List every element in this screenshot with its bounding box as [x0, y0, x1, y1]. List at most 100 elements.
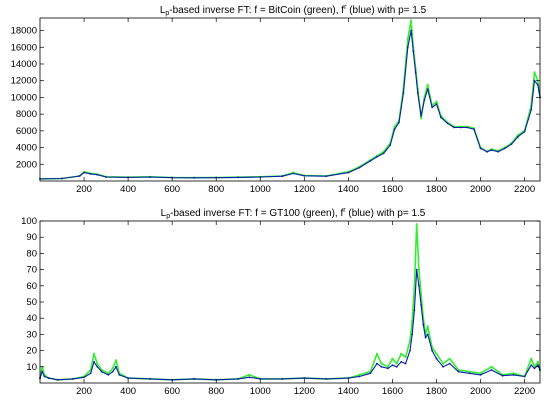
y-tick-label-gt100: 100	[21, 216, 37, 227]
series-point-green-gt100	[530, 357, 533, 360]
series-point-blue-bitcoin	[406, 46, 409, 49]
series-point-blue-gt100	[43, 375, 46, 378]
series-point-blue-gt100	[420, 304, 422, 307]
series-point-blue-gt100	[118, 374, 121, 376]
series-point-blue-bitcoin	[237, 176, 240, 179]
series-point-green-gt100	[448, 357, 451, 360]
series-point-blue-gt100	[418, 284, 420, 287]
x-tick-label-bitcoin: 800	[208, 184, 224, 195]
x-tick-label-bitcoin: 1400	[338, 184, 359, 195]
series-point-blue-bitcoin	[347, 171, 350, 174]
x-tick-label-bitcoin: 400	[120, 184, 136, 195]
series-point-blue-bitcoin	[402, 92, 405, 95]
series-point-blue-gt100	[400, 361, 403, 363]
series-point-blue-gt100	[395, 365, 398, 368]
series-point-green-bitcoin	[533, 71, 536, 74]
series-point-blue-bitcoin	[412, 50, 415, 53]
series-point-green-gt100	[111, 367, 114, 370]
series-point-blue-bitcoin	[466, 126, 469, 129]
series-point-green-gt100	[96, 362, 99, 365]
series-point-green-gt100	[417, 268, 420, 271]
series-point-blue-bitcoin	[105, 176, 107, 178]
series-point-blue-bitcoin	[503, 147, 506, 150]
series-point-blue-gt100	[431, 349, 433, 352]
chart-title-gt100: Lp-based inverse FT: f = GT100 (green), …	[161, 207, 426, 220]
series-point-green-gt100	[435, 352, 438, 355]
series-line-blue-gt100	[39, 269, 541, 381]
series-point-blue-gt100	[411, 333, 414, 336]
series-point-green-gt100	[512, 372, 515, 375]
series-point-blue-bitcoin	[426, 88, 429, 90]
series-point-blue-gt100	[115, 365, 117, 368]
series-point-green-bitcoin	[516, 133, 520, 137]
series-point-blue-gt100	[435, 357, 438, 360]
series-line-blue-bitcoin	[39, 29, 541, 180]
y-tick-label-gt100: 50	[26, 297, 37, 308]
series-point-blue-gt100	[490, 369, 493, 371]
series-point-green-bitcoin	[393, 125, 396, 128]
series-point-blue-gt100	[56, 378, 59, 381]
series-point-blue-gt100	[369, 372, 372, 375]
y-tick-label-gt100: 90	[26, 232, 37, 243]
y-tick-label-bitcoin: 6000	[16, 126, 37, 137]
x-tick-label-gt100: 800	[208, 386, 224, 397]
axes-box-gt100	[39, 220, 541, 384]
series-point-green-gt100	[395, 362, 398, 365]
series-point-blue-gt100	[380, 365, 383, 368]
series-point-green-gt100	[380, 362, 383, 365]
series-point-blue-bitcoin	[376, 155, 378, 158]
series-point-blue-gt100	[501, 374, 504, 377]
x-tick-label-gt100: 1200	[294, 386, 315, 397]
y-tick-label-bitcoin: 2000	[16, 159, 37, 170]
series-point-blue-gt100	[422, 323, 425, 326]
series-point-blue-bitcoin	[61, 177, 63, 180]
series-point-green-gt100	[408, 339, 412, 342]
series-point-green-gt100	[92, 352, 96, 355]
series-point-blue-bitcoin	[490, 149, 493, 152]
series-point-blue-gt100	[387, 367, 389, 370]
series-point-blue-bitcoin	[459, 126, 462, 129]
series-point-blue-gt100	[325, 378, 328, 380]
series-point-green-gt100	[411, 320, 414, 323]
series-point-blue-gt100	[468, 372, 471, 375]
series-point-green-bitcoin	[426, 83, 429, 86]
y-tick-label-gt100: 60	[26, 281, 37, 292]
series-point-blue-gt100	[533, 367, 536, 370]
series-point-blue-gt100	[409, 349, 411, 352]
series-point-blue-gt100	[237, 378, 240, 380]
y-tick-label-gt100: 80	[26, 248, 37, 259]
series-point-blue-bitcoin	[497, 150, 499, 153]
series-point-blue-bitcoin	[530, 109, 533, 111]
y-tick-label-bitcoin: 16000	[11, 42, 37, 53]
x-tick-label-bitcoin: 1800	[426, 184, 447, 195]
x-tick-label-bitcoin: 1200	[294, 184, 315, 195]
series-point-green-gt100	[420, 292, 423, 295]
series-point-green-gt100	[391, 357, 394, 360]
series-point-green-gt100	[479, 372, 482, 375]
x-tick-label-bitcoin: 200	[76, 184, 92, 195]
series-point-blue-bitcoin	[78, 175, 81, 177]
series-point-blue-gt100	[259, 378, 262, 380]
series-point-blue-bitcoin	[533, 79, 536, 82]
series-point-blue-gt100	[100, 370, 103, 373]
series-point-blue-bitcoin	[510, 143, 513, 146]
y-tick-label-gt100: 10	[26, 362, 37, 373]
series-point-blue-bitcoin	[369, 160, 372, 162]
series-point-blue-gt100	[248, 376, 251, 379]
series-point-blue-gt100	[523, 375, 526, 378]
series-point-blue-bitcoin	[423, 99, 426, 101]
series-point-green-gt100	[375, 352, 379, 355]
series-point-blue-bitcoin	[536, 84, 539, 86]
series-point-blue-bitcoin	[89, 173, 92, 175]
series-point-blue-gt100	[347, 377, 350, 379]
series-point-blue-gt100	[530, 364, 533, 367]
x-tick-label-bitcoin: 2000	[470, 184, 491, 195]
series-point-blue-bitcoin	[149, 176, 152, 178]
x-tick-label-gt100: 1800	[426, 386, 447, 397]
y-tick-label-gt100: 40	[26, 313, 37, 324]
series-point-blue-bitcoin	[393, 128, 396, 131]
x-tick-label-gt100: 2200	[514, 386, 535, 397]
series-point-blue-bitcoin	[292, 172, 295, 175]
series-point-blue-gt100	[448, 362, 451, 365]
series-point-green-gt100	[400, 352, 403, 355]
